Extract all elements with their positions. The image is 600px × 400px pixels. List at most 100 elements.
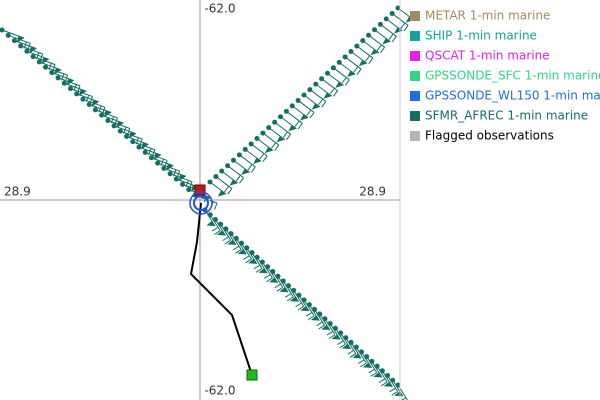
barb-shaft (101, 114, 124, 124)
barb-feather (307, 315, 315, 320)
barb-feather (326, 330, 334, 336)
obs-dot (223, 226, 229, 232)
obs-dot (212, 216, 218, 222)
obs-dot (353, 344, 359, 350)
obs-dot (275, 273, 281, 279)
obs-dot (0, 27, 5, 33)
barb-feather (245, 258, 252, 264)
barb-shaft (256, 257, 268, 274)
obs-dot (136, 144, 142, 150)
obs-dot (377, 21, 383, 27)
obs-dot (379, 368, 385, 374)
barb-flag (342, 343, 351, 349)
barb-shaft (82, 98, 106, 108)
obs-dot (312, 306, 318, 312)
barb-shaft (350, 51, 368, 64)
legend-swatch (410, 51, 420, 61)
obs-dot (369, 358, 375, 364)
barb-flag (383, 381, 393, 387)
barb-feather (214, 230, 221, 235)
barb-shaft (298, 294, 310, 312)
barb-shaft (70, 88, 93, 98)
obs-dot (124, 133, 130, 139)
barb-shaft (88, 104, 112, 113)
barb-feather (305, 312, 313, 317)
barb-shaft (51, 72, 74, 82)
barb-shaft (319, 313, 331, 331)
barb-shaft (230, 233, 242, 250)
obs-dot (225, 163, 231, 169)
barb-feather (368, 368, 375, 374)
obs-dot (43, 64, 49, 70)
obs-dot (272, 119, 278, 125)
barb-feather (347, 349, 354, 355)
barb-shaft (39, 61, 62, 71)
barb-feather (297, 123, 303, 130)
barb-flag (358, 59, 367, 67)
barb-flag (264, 146, 273, 154)
barb-shaft (95, 109, 118, 119)
barb-feather (253, 264, 261, 270)
barb-feather (329, 87, 335, 95)
obs-dot (395, 382, 401, 388)
barb-feather (222, 236, 229, 241)
barb-shaft (76, 93, 99, 103)
obs-dot (49, 70, 55, 76)
obs-dot (307, 87, 313, 93)
flight-track (189, 202, 253, 376)
barb-shaft (368, 34, 385, 48)
barb-shaft (334, 327, 346, 345)
obs-dot (260, 130, 266, 136)
obs-dot (244, 245, 250, 251)
barb-feather (391, 36, 397, 43)
barb-shaft (327, 72, 344, 86)
barb-shaft (333, 67, 350, 81)
obs-dot (5, 32, 11, 38)
barb-shaft (169, 173, 193, 183)
barb-feather (295, 302, 302, 308)
barb-feather (224, 239, 231, 245)
barb-shaft (355, 346, 367, 364)
barb-shaft (380, 23, 397, 37)
obs-dot (254, 136, 260, 141)
barb-shaft (321, 78, 338, 92)
barb-shaft (309, 89, 327, 102)
obs-dot (374, 363, 380, 369)
barb-feather (360, 362, 367, 368)
barb-shaft (282, 280, 294, 298)
barb-feather (401, 397, 407, 400)
obs-dot (338, 330, 344, 336)
obs-dot (283, 108, 289, 114)
barb-shaft (303, 94, 321, 108)
obs-dot (231, 157, 236, 163)
obs-dot (295, 97, 301, 103)
barb-shaft (64, 82, 87, 92)
track-start (194, 184, 206, 196)
barb-flag (394, 391, 403, 397)
obs-dot (155, 160, 161, 166)
barb-flag (382, 38, 391, 45)
barb-feather (341, 77, 347, 84)
obs-dot (24, 48, 30, 54)
barb-shaft (151, 157, 174, 167)
legend-label: GPSSONDE_WL150 1-min mar (425, 89, 600, 103)
barb-feather (235, 174, 241, 182)
obs-dot (296, 292, 302, 298)
barb-feather (380, 46, 386, 54)
obs-dot (236, 152, 242, 158)
barb-feather (276, 287, 284, 292)
obs-dot (207, 212, 213, 218)
barb-shaft (272, 271, 284, 288)
barb-flag (300, 306, 309, 312)
obs-dot (30, 54, 36, 60)
barb-feather (259, 153, 265, 160)
barb-shaft (239, 154, 256, 168)
barb-shaft (235, 238, 247, 255)
barb-shaft (32, 56, 56, 66)
barb-feather (316, 321, 323, 327)
obs-dot (266, 125, 272, 131)
barb-flag (227, 239, 236, 245)
obs-dot (348, 49, 354, 54)
obs-dot (325, 70, 330, 76)
barb-flag (269, 277, 278, 283)
